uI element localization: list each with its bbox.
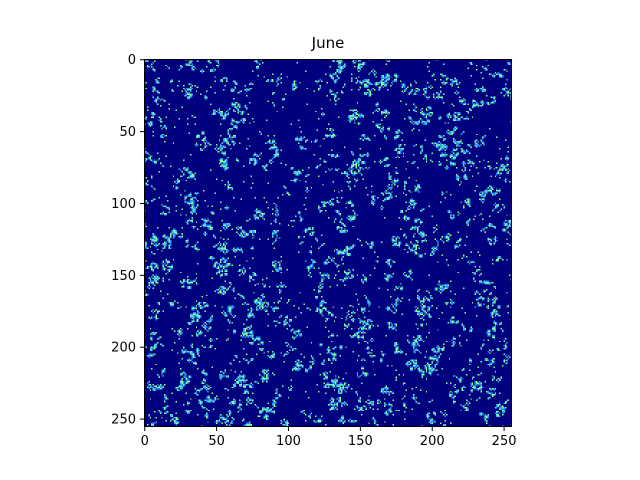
- x-tick-label: 100: [276, 434, 301, 449]
- chart-title: June: [311, 34, 345, 52]
- y-tick-label: 100: [111, 197, 136, 212]
- x-tick-label: 200: [420, 434, 445, 449]
- y-tick-label: 50: [119, 125, 136, 140]
- y-axis: 0 50 100 150 200 250: [111, 53, 144, 428]
- x-tick-label: 50: [208, 434, 225, 449]
- y-tick-label: 0: [128, 53, 136, 68]
- x-tick-label: 150: [348, 434, 373, 449]
- y-tick-label: 200: [111, 341, 136, 356]
- heatmap-image: [144, 59, 512, 427]
- x-axis: 0 50 100 150 200 250: [141, 427, 517, 449]
- y-tick-label: 150: [111, 269, 136, 284]
- x-tick-label: 250: [492, 434, 517, 449]
- x-tick-label: 0: [141, 434, 149, 449]
- y-tick-label: 250: [111, 413, 136, 428]
